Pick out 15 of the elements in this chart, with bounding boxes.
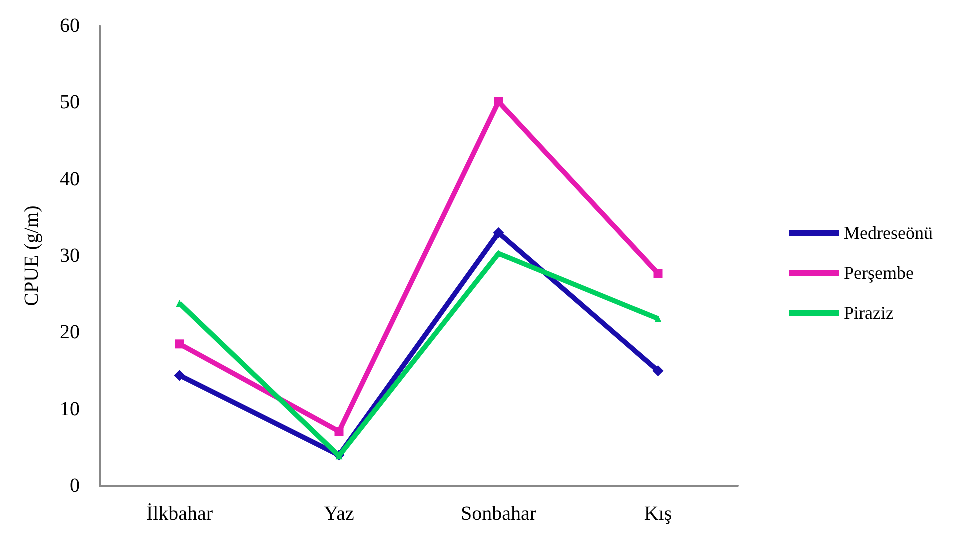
- x-tick-label: Yaz: [324, 503, 354, 525]
- y-axis-title: CPUE (g/m): [21, 206, 43, 306]
- legend-label: Perşembe: [844, 263, 914, 283]
- x-tick-label: İlkbahar: [146, 503, 214, 525]
- x-tick-label: Sonbahar: [460, 503, 537, 525]
- y-tick-label: 0: [70, 475, 80, 497]
- y-tick-label: 30: [60, 245, 80, 267]
- y-tick-label: 50: [60, 92, 80, 114]
- x-tick-label: Kış: [644, 503, 672, 525]
- y-tick-label: 60: [60, 15, 80, 37]
- legend-label: Medreseönü: [844, 223, 934, 243]
- y-tick-label: 40: [60, 168, 80, 190]
- y-tick-label: 20: [60, 322, 80, 344]
- y-tick-label: 10: [60, 398, 80, 420]
- legend-label: Piraziz: [844, 303, 894, 323]
